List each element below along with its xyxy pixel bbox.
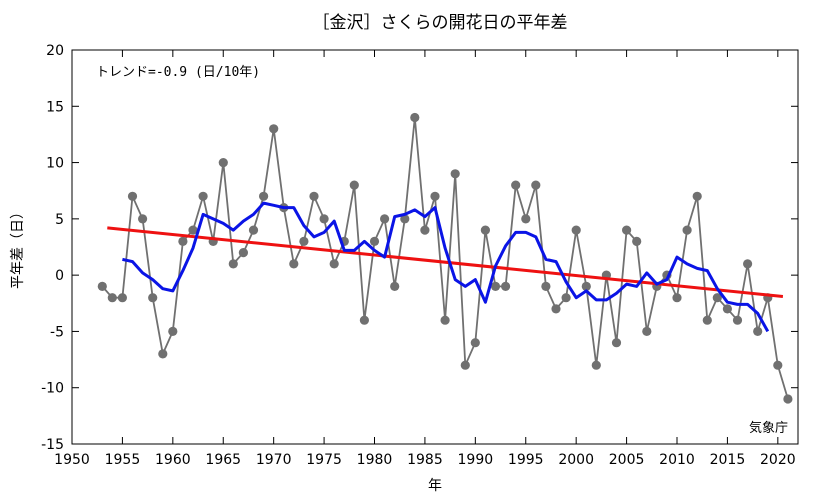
x-tick-label: 1980 <box>357 452 393 468</box>
annual-data-point <box>198 191 208 201</box>
annual-data-point <box>682 225 692 235</box>
annual-data-point <box>218 158 228 168</box>
annual-data-point <box>581 281 591 291</box>
annual-data-point <box>238 248 248 258</box>
chart-title: ［金沢］さくらの開花日の平年差 <box>313 13 568 33</box>
annual-data-point <box>501 281 511 291</box>
x-tick-label: 1960 <box>155 452 191 468</box>
annual-data-point <box>390 281 400 291</box>
x-tick-label: 1965 <box>205 452 241 468</box>
annual-data-point <box>632 236 642 246</box>
running-mean-line <box>122 201 770 333</box>
y-tick-label: 10 <box>46 156 64 172</box>
y-tick-label: -15 <box>41 437 64 453</box>
annual-data-point <box>269 124 279 134</box>
annual-data-point <box>743 259 753 269</box>
annual-data-point <box>561 293 571 303</box>
annual-data-point <box>430 191 440 201</box>
annual-data-point <box>732 315 743 325</box>
x-axis-label: 年 <box>428 478 442 494</box>
y-tick-label: 0 <box>55 268 64 284</box>
x-tick-label: 1990 <box>458 452 494 468</box>
annual-data-point <box>158 349 168 359</box>
annual-data-point <box>541 281 551 291</box>
annual-data-point <box>571 225 581 235</box>
annual-data-point <box>107 293 117 303</box>
annual-data-point <box>127 191 138 201</box>
annual-data-point <box>722 304 733 314</box>
annual-data-point <box>480 225 490 235</box>
annual-data-point <box>299 236 309 246</box>
annual-data-point <box>188 225 198 235</box>
trend-annotation: トレンド=-0.9 (日/10年) <box>96 65 260 80</box>
annual-data-point <box>138 214 148 224</box>
y-tick-label: 20 <box>46 43 64 59</box>
annual-data-point <box>329 259 339 269</box>
annual-data-point <box>702 315 712 325</box>
annual-data-point <box>359 315 369 325</box>
annual-data-point <box>611 338 622 348</box>
y-axis-label: 平年差（日） <box>10 205 26 289</box>
annual-data-point <box>622 225 632 235</box>
annual-data-point <box>591 360 601 370</box>
y-tick-label: -5 <box>50 324 64 340</box>
x-tick-label: 2010 <box>659 452 695 468</box>
annual-data-point <box>783 394 793 404</box>
annual-data-point <box>319 214 329 224</box>
annual-series-line <box>101 117 789 400</box>
annual-data-point <box>470 338 480 348</box>
annual-data-point <box>692 191 702 201</box>
annual-data-point <box>400 214 410 224</box>
annual-data-point <box>309 191 319 201</box>
x-tick-label: 1985 <box>407 452 443 468</box>
annual-data-point <box>551 304 561 314</box>
annual-data-point <box>410 112 420 123</box>
annual-data-point <box>521 214 531 224</box>
annual-data-point <box>259 191 269 201</box>
annual-data-point <box>97 281 107 291</box>
series-layer <box>97 112 793 404</box>
annual-data-point <box>511 180 521 190</box>
x-tick-label: 2015 <box>710 452 746 468</box>
x-tick-label: 2020 <box>760 452 796 468</box>
annual-data-point <box>753 326 763 336</box>
x-tick-label: 1950 <box>54 452 90 468</box>
annual-data-point <box>380 214 390 224</box>
axis-ticks: 1950 1955 1960 1965 1970 1975 1980 1985 1990 1995… <box>41 43 798 468</box>
source-credit: 気象庁 <box>749 420 788 436</box>
annual-data-point <box>460 360 470 370</box>
annual-data-point <box>168 326 178 336</box>
annual-data-point <box>349 180 359 190</box>
annual-data-point <box>642 326 652 336</box>
annual-data-point <box>148 293 158 303</box>
x-tick-label: 1975 <box>306 452 342 468</box>
y-tick-label: 15 <box>46 99 64 115</box>
x-tick-label: 1955 <box>105 452 141 468</box>
annual-data-point <box>369 236 380 246</box>
y-tick-label: -10 <box>41 381 64 397</box>
annual-data-point <box>531 180 541 190</box>
annual-data-point <box>672 293 682 303</box>
x-tick-label: 1995 <box>508 452 544 468</box>
annual-data-point <box>178 236 188 246</box>
annual-data-point <box>450 169 460 179</box>
annual-data-point <box>117 293 127 303</box>
annual-data-point <box>440 315 450 325</box>
annual-data-point <box>490 281 501 291</box>
annual-data-point <box>289 259 299 269</box>
x-tick-label: 2000 <box>558 452 594 468</box>
plot-frame <box>71 49 799 445</box>
y-tick-label: 5 <box>55 212 64 228</box>
x-tick-label: 2005 <box>609 452 645 468</box>
annual-data-point <box>420 225 430 235</box>
annual-data-point <box>248 225 259 235</box>
x-tick-label: 1970 <box>256 452 292 468</box>
annual-data-point <box>773 360 783 370</box>
annual-data-point <box>712 293 722 303</box>
annual-data-point <box>228 259 238 269</box>
trend-line <box>107 226 784 298</box>
